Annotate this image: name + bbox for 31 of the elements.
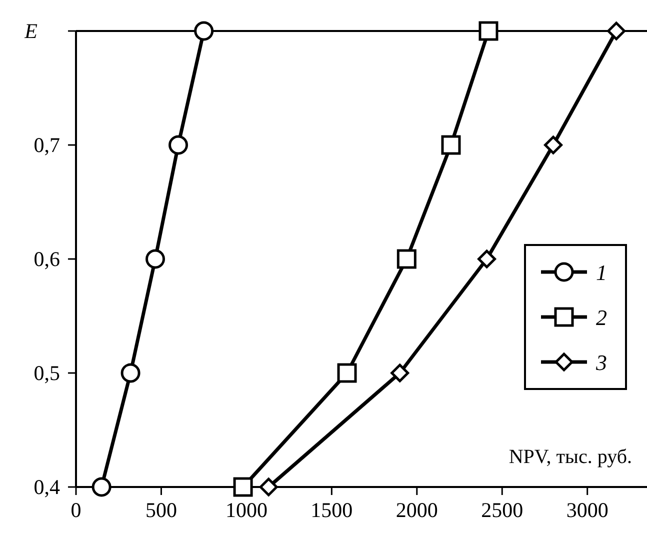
legend-label: 1 xyxy=(596,260,607,285)
point xyxy=(607,22,626,40)
point xyxy=(544,136,563,154)
point xyxy=(478,21,498,41)
x-axis-title: NPV, тыс. руб. xyxy=(508,446,632,468)
point xyxy=(259,478,278,496)
point xyxy=(120,363,140,383)
point xyxy=(146,249,166,269)
x-tick-label: 0 xyxy=(70,498,82,522)
point xyxy=(194,21,214,41)
point xyxy=(478,250,496,268)
point xyxy=(92,477,112,497)
y-tick-label: 0,4 xyxy=(34,475,60,499)
point xyxy=(233,477,253,497)
x-tick-label: 2500 xyxy=(481,498,524,522)
y-tick-label: 0,7 xyxy=(34,133,60,157)
x-tick-label: 1000 xyxy=(225,498,268,522)
x-tick-label: 1500 xyxy=(310,498,353,522)
x-tick-label: 2000 xyxy=(396,498,438,522)
point xyxy=(396,249,416,269)
y-axis-title: E xyxy=(24,19,38,43)
x-tick-label: 500 xyxy=(145,498,177,522)
y-tick-label: 0,5 xyxy=(34,361,60,385)
y-tick-label: 0,6 xyxy=(34,247,60,271)
point xyxy=(390,364,410,382)
point xyxy=(337,363,357,383)
legend-label: 3 xyxy=(595,350,607,375)
point xyxy=(441,135,461,155)
x-tick-label: 3000 xyxy=(566,498,608,522)
legend-label: 2 xyxy=(596,305,607,330)
point xyxy=(168,135,188,155)
